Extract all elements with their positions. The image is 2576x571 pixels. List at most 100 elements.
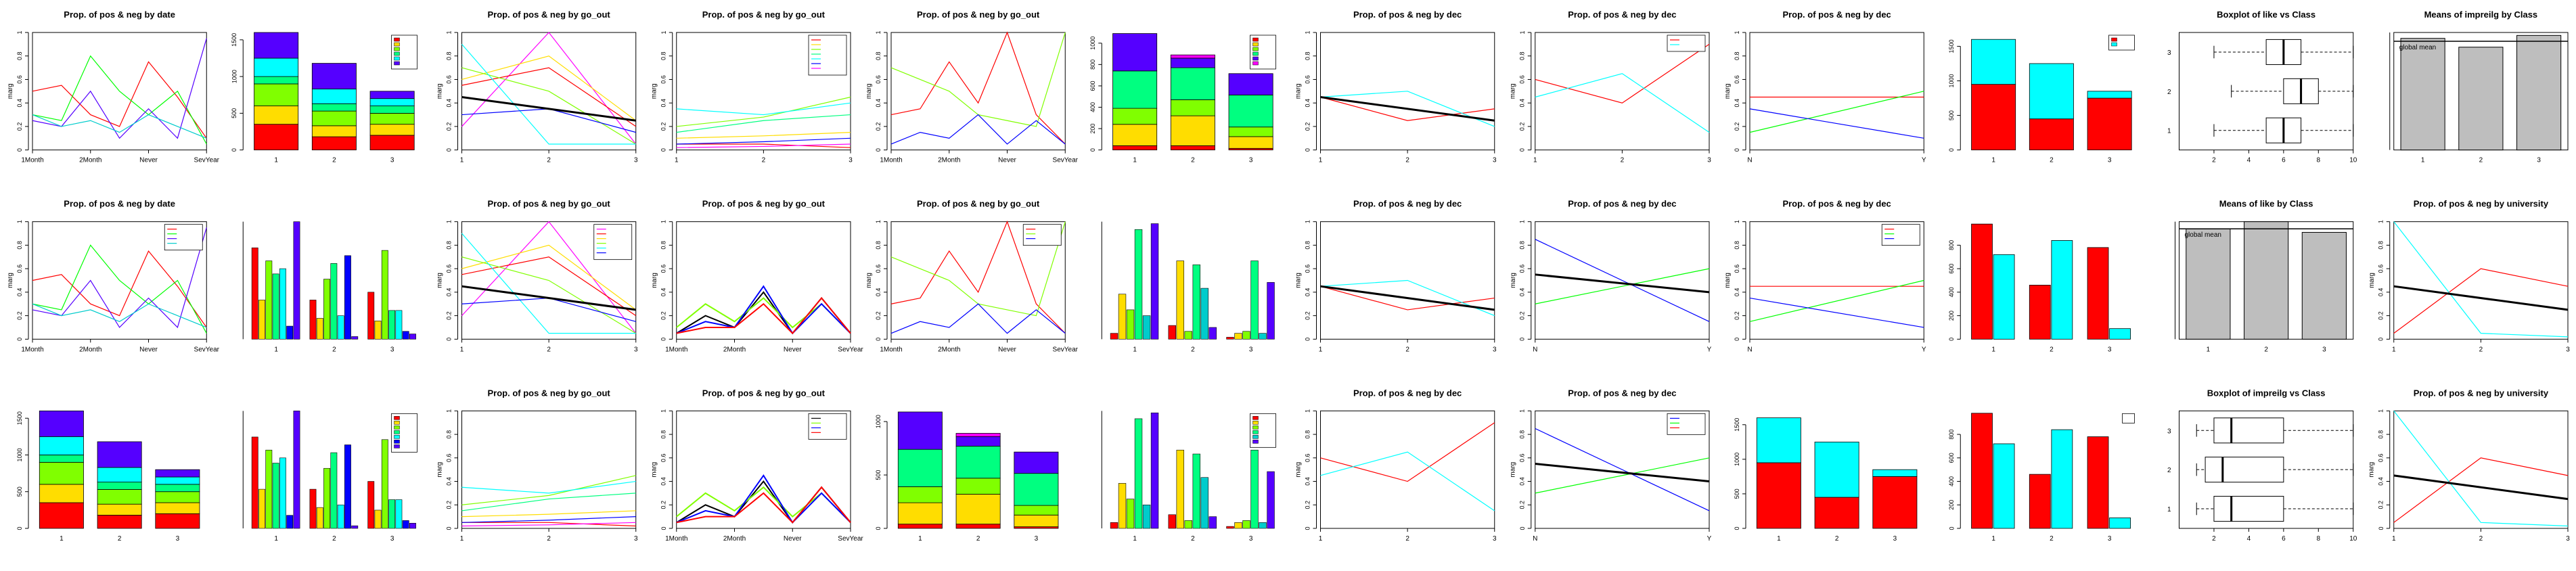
- bar-segment: [1228, 136, 1273, 149]
- y-tick-label: 0: [660, 338, 667, 341]
- legend-swatch: [394, 421, 400, 425]
- plot-frame: [890, 221, 1066, 340]
- x-tick-label: 3: [1493, 535, 1497, 543]
- bar: [402, 520, 409, 529]
- bar: [1110, 522, 1118, 529]
- y-tick-label: 0.6: [1734, 75, 1740, 84]
- x-tick-label: N: [1533, 346, 1537, 353]
- x-tick-label: 2: [1405, 157, 1409, 164]
- chart-title: Prop. of pos & neg by go_out: [917, 9, 1040, 20]
- x-tick-label: 2: [2212, 535, 2216, 543]
- plot-frame: [890, 32, 1066, 151]
- trend-line: [1320, 285, 1495, 311]
- bar: [1200, 477, 1208, 529]
- y-tick-label: 0.8: [875, 51, 882, 60]
- series-line: [890, 32, 1066, 127]
- x-tick-label: 1: [1533, 157, 1537, 164]
- series-line: [32, 38, 207, 139]
- bar: [381, 250, 388, 340]
- x-tick-label: 1: [2392, 535, 2396, 543]
- x-tick-label: 2: [2050, 535, 2054, 543]
- x-tick-label: 3: [849, 157, 853, 164]
- y-axis-label: marg: [436, 462, 444, 478]
- y-tick-label: 0.4: [1305, 288, 1311, 297]
- bar: [1226, 526, 1234, 529]
- trend-line: [2393, 285, 2569, 311]
- legend-box: [1881, 224, 1920, 246]
- x-tick-label: Never: [784, 346, 802, 353]
- y-axis-label: marg: [1510, 462, 1517, 478]
- bar-segment: [311, 125, 357, 137]
- legend-swatch: [394, 430, 400, 434]
- x-tick-label: 2: [2479, 535, 2483, 543]
- x-tick-label: 2Month: [723, 535, 746, 543]
- bar: [1134, 229, 1143, 340]
- bar: [1118, 294, 1127, 340]
- bar: [2109, 517, 2131, 529]
- x-tick-label: SevYear: [194, 346, 220, 353]
- legend-swatch: [1252, 56, 1259, 61]
- plot-frame: [676, 410, 851, 529]
- legend-swatch: [394, 47, 400, 51]
- x-tick-label: Never: [998, 346, 1016, 353]
- legend: [391, 413, 417, 453]
- bar-segment: [955, 478, 1001, 495]
- y-tick-label: 1500: [231, 33, 238, 47]
- y-tick-label: 1: [16, 220, 23, 223]
- y-tick-label: 0.8: [1519, 51, 1526, 60]
- y-tick-label: 0.4: [16, 99, 23, 108]
- chart-panel-22: 0 200 400 600 800 1 2 3: [1948, 223, 2139, 353]
- y-tick-label: 1: [2167, 506, 2171, 513]
- chart-title: Prop. of pos & neg by go_out: [487, 9, 610, 20]
- bar: [367, 292, 375, 340]
- legend: [1881, 224, 1920, 246]
- y-tick-label: 2: [2167, 467, 2171, 474]
- bar-segment: [1170, 67, 1215, 100]
- plot-frame: [1535, 221, 1710, 340]
- bar: [337, 504, 344, 529]
- chart-panel-6: 0 200 400 600 800 1000 1 2 3: [1089, 33, 1280, 164]
- trend-line: [461, 96, 636, 122]
- series-line: [461, 522, 636, 527]
- x-tick-label: 2: [762, 157, 766, 164]
- chart-panel-31: Prop. of pos & neg by dec marg 0 0.2 0.4 0.6 0…: [1295, 388, 1497, 543]
- chart-title: Prop. of pos & neg by dec: [1568, 199, 1676, 209]
- y-tick-label: 1000: [1948, 74, 1955, 87]
- y-tick-label: 0: [1305, 338, 1311, 341]
- bar-segment: [955, 446, 1001, 479]
- bar-segment: [254, 32, 299, 59]
- legend-swatch: [1252, 426, 1259, 430]
- bar-segment: [155, 513, 200, 529]
- series-line: [32, 114, 207, 139]
- bar-segment: [369, 106, 415, 114]
- bar: [323, 279, 331, 340]
- bar-segment: [97, 503, 142, 516]
- x-tick-label: 6: [2282, 157, 2286, 164]
- x-tick-label: 1: [460, 157, 464, 164]
- trend-line: [461, 285, 636, 311]
- bar: [1142, 315, 1151, 340]
- chart-title: Prop. of pos & neg by go_out: [702, 199, 826, 209]
- y-tick-label: 0.4: [1519, 288, 1526, 297]
- legend-box: [1022, 224, 1062, 246]
- x-tick-label: 2: [1191, 157, 1195, 164]
- x-tick-label: 3: [1707, 157, 1711, 164]
- x-tick-label: 4: [2247, 157, 2251, 164]
- x-tick-label: 2: [1191, 535, 1195, 543]
- legend: [1250, 35, 1276, 70]
- bar: [1234, 333, 1242, 340]
- x-tick-label: 4: [2247, 535, 2251, 543]
- x-tick-label: 1: [460, 535, 464, 543]
- bar-segment: [897, 502, 943, 525]
- bar: [1971, 413, 1993, 529]
- series-line: [461, 256, 637, 317]
- y-tick-label: 0.6: [1305, 75, 1311, 84]
- bar: [1184, 520, 1192, 529]
- bar-segment: [39, 410, 84, 437]
- series-line: [676, 296, 851, 335]
- bar: [1993, 254, 2015, 340]
- x-tick-label: N: [1533, 535, 1537, 543]
- bar: [2109, 328, 2131, 340]
- y-tick-label: 1: [1519, 409, 1526, 413]
- bar: [2301, 231, 2347, 340]
